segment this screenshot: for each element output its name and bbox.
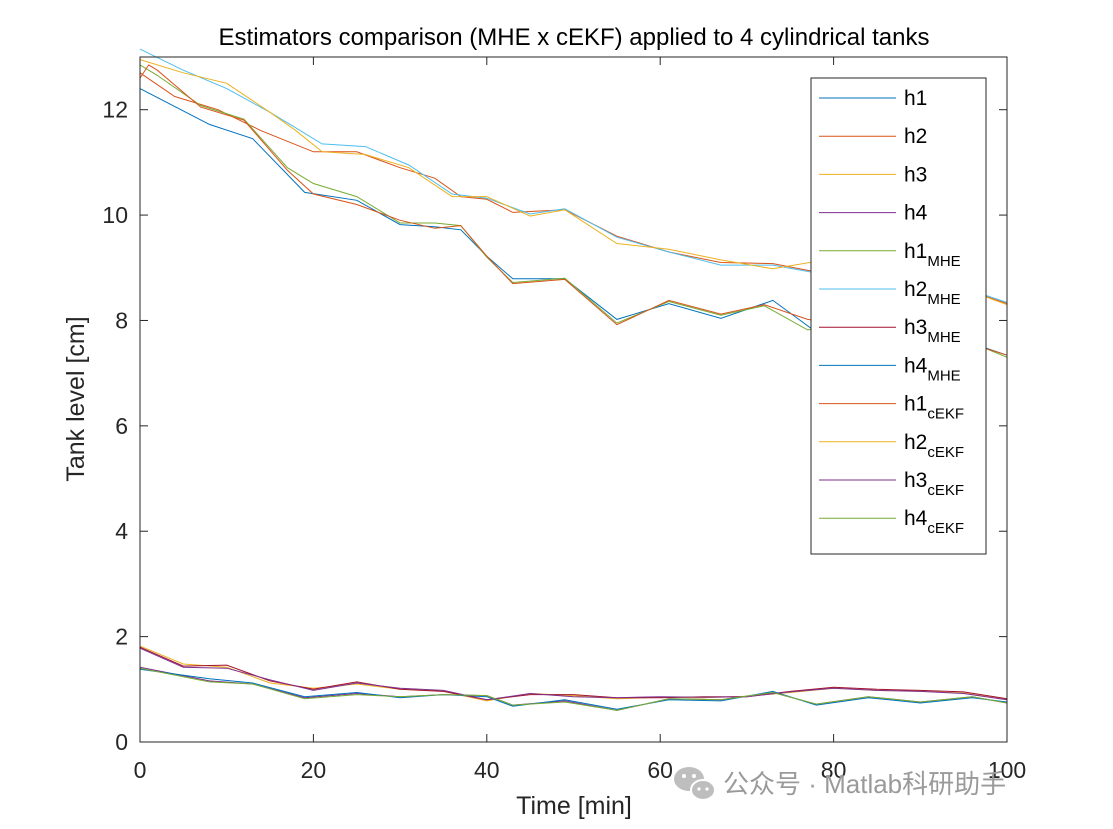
y-tick-label: 0: [115, 729, 128, 755]
legend-item-h4-cekf: h4cEKF: [819, 507, 964, 537]
series-line-h3: [139, 645, 1008, 702]
x-axis-label: Time [min]: [516, 792, 632, 820]
legend-label: h2cEKF: [904, 431, 964, 461]
legend-item-h1: h1: [819, 87, 927, 110]
legend-label: h3: [904, 163, 927, 186]
series-line-h3-cekf: [139, 647, 1008, 701]
legend-item-h1-cekf: h1cEKF: [819, 393, 964, 423]
legend-label: h3MHE: [904, 316, 961, 346]
legend-box: [810, 77, 987, 555]
y-tick-label: 12: [102, 97, 128, 123]
y-tick-label: 4: [115, 518, 128, 544]
y-tick-label: 6: [115, 413, 128, 439]
legend-item-h3: h3: [819, 163, 927, 186]
x-tick-label: 0: [134, 757, 147, 783]
y-axis-label: Tank level [cm]: [62, 316, 90, 481]
axes-box: [139, 56, 1008, 743]
legend-label: h1cEKF: [904, 393, 964, 423]
watermark-text: 公众号 · Matlab科研助手: [723, 769, 1006, 799]
legend-item-h2-cekf: h2cEKF: [819, 431, 964, 461]
series-line-h4-mhe: [139, 668, 1008, 710]
y-tick-label: 10: [102, 202, 128, 228]
legend-item-h1-mhe: h1MHE: [819, 240, 961, 270]
y-axis: 0 2 4 6 8 10 12: [102, 97, 1007, 755]
x-tick-label: 40: [474, 757, 500, 783]
chart-title: Estimators comparison (MHE x cEKF) appli…: [219, 24, 930, 51]
legend-item-h4: h4: [819, 202, 928, 225]
legend-label: h1: [904, 87, 927, 110]
series-line-h4-cekf: [139, 667, 1008, 711]
watermark: 公众号 · Matlab科研助手: [674, 767, 1006, 801]
legend-label: h3cEKF: [904, 469, 964, 499]
legend-label: h1MHE: [904, 240, 961, 270]
x-tick-label: 60: [647, 757, 673, 783]
legend-label: h2: [904, 125, 927, 148]
legend-label: h4: [904, 202, 928, 225]
x-tick-label: 20: [301, 757, 327, 783]
series-line-h3-mhe: [139, 646, 1008, 701]
x-axis: 0 20 40 60 80 100: [134, 57, 1026, 783]
legend-item-h2-mhe: h2MHE: [819, 278, 961, 308]
y-tick-label: 2: [115, 624, 128, 650]
legend: h1 h2 h3 h4 h1MHE h2MHE h3MHE h4MHE h1cEKF h2cEKF…: [810, 77, 987, 555]
legend-label: h4MHE: [904, 354, 961, 384]
y-tick-label: 8: [115, 307, 128, 333]
legend-item-h3-mhe: h3MHE: [819, 316, 961, 346]
legend-label: h4cEKF: [904, 507, 964, 537]
legend-item-h4-mhe: h4MHE: [819, 354, 961, 384]
x-tick-label: 80: [821, 757, 847, 783]
legend-item-h3-cekf: h3cEKF: [819, 469, 964, 499]
wechat-icon: [674, 767, 716, 801]
x-tick-label: 100: [988, 757, 1026, 783]
legend-item-h2: h2: [819, 125, 927, 148]
legend-label: h2MHE: [904, 278, 961, 308]
